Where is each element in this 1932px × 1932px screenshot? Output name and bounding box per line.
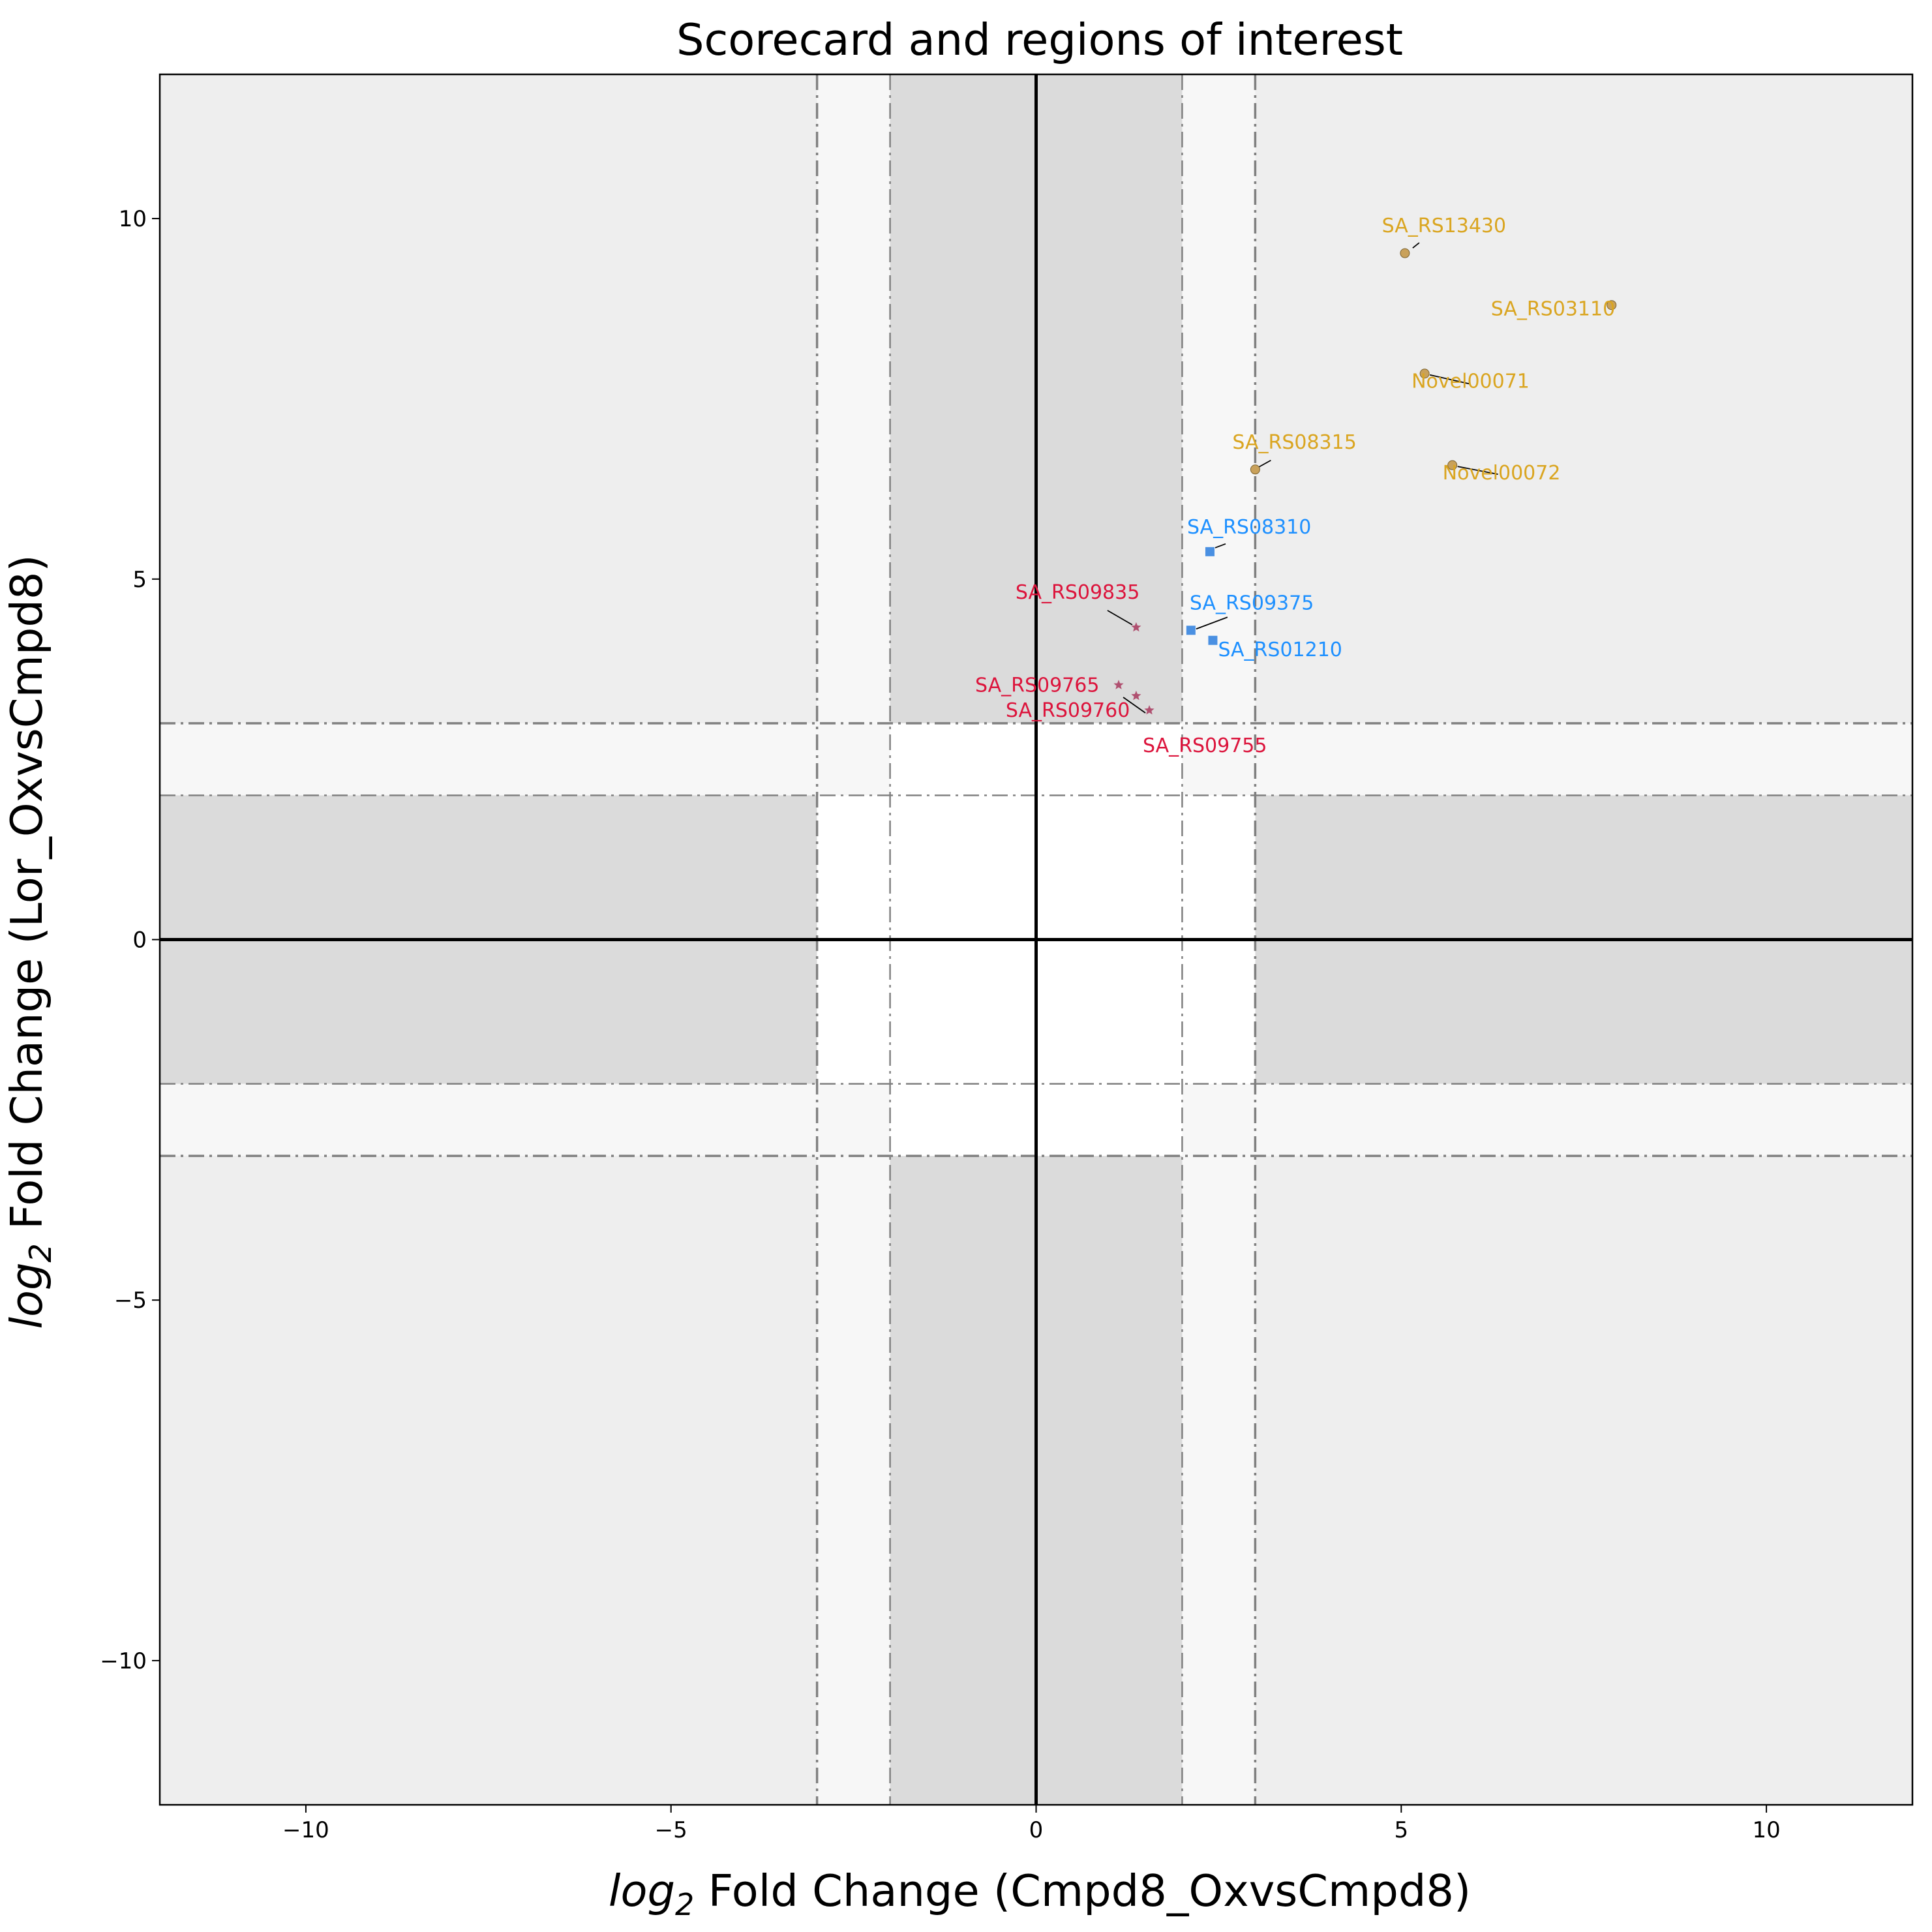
data-point-star <box>1113 680 1124 689</box>
data-point-circle <box>1419 369 1430 379</box>
x-axis-label-log: log <box>609 1865 675 1916</box>
data-point-label: Novel00072 <box>1443 462 1561 485</box>
data-point-star <box>1131 622 1141 632</box>
data-point-star <box>1131 690 1141 701</box>
y-axis-label: log2 Fold Change (Lor_OxvsCmpd8) <box>1 554 58 1329</box>
data-point-label: SA_RS13430 <box>1382 215 1506 237</box>
data-point-label: SA_RS01210 <box>1218 639 1342 661</box>
chart-title: Scorecard and regions of interest <box>676 14 1403 65</box>
data-point-star <box>1144 705 1155 715</box>
data-point-square <box>1208 635 1218 645</box>
data-point-label: Novel00071 <box>1411 370 1530 393</box>
leader-line <box>1107 610 1133 626</box>
y-tick-label: −5 <box>114 1288 147 1314</box>
leader-line <box>1215 543 1226 549</box>
leader-line <box>1457 466 1498 475</box>
data-point-label: SA_RS03110 <box>1491 298 1615 321</box>
x-axis-label: log2 Fold Change (Cmpd8_OxvsCmpd8) <box>609 1865 1471 1922</box>
x-axis-label-text: Fold Change (Cmpd8_OxvsCmpd8) <box>694 1865 1471 1916</box>
x-axis-label-subscript: 2 <box>675 1887 694 1922</box>
y-axis-label-subscript: 2 <box>23 1243 58 1262</box>
data-point-label: SA_RS09760 <box>1006 699 1130 722</box>
x-tick-label: 0 <box>1029 1817 1044 1843</box>
data-point-label: SA_RS08315 <box>1232 431 1356 454</box>
data-point-label: SA_RS08310 <box>1187 516 1311 539</box>
leader-line <box>1412 242 1420 249</box>
x-tick-label: 5 <box>1394 1817 1408 1843</box>
y-axis-label-text: Fold Change (Lor_OxvsCmpd8) <box>1 554 52 1243</box>
leader-line <box>1258 459 1271 468</box>
y-tick-label: −10 <box>100 1648 147 1674</box>
data-point-square <box>1205 547 1215 556</box>
data-point-label: SA_RS09765 <box>975 674 1099 697</box>
leader-line <box>1429 374 1471 385</box>
data-point-circle <box>1400 248 1410 258</box>
data-point-circle <box>1250 464 1260 475</box>
x-tick-label: −10 <box>282 1817 329 1843</box>
data-point-circle <box>1447 460 1458 470</box>
data-point-label: SA_RS09835 <box>1016 581 1140 604</box>
data-point-label: SA_RS09755 <box>1143 734 1267 757</box>
y-axis-label-log: log <box>1 1262 52 1329</box>
data-point-label: SA_RS09375 <box>1190 592 1314 614</box>
plot-area: SA_RS13430 SA_RS03110 Novel00071 SA_RS08315… <box>100 73 1914 1843</box>
leader-line <box>1196 616 1228 630</box>
data-point-square <box>1186 626 1196 635</box>
y-tick-label: 0 <box>132 928 147 954</box>
x-tick-label: −5 <box>655 1817 687 1843</box>
data-point-circle <box>1607 300 1617 310</box>
y-tick-label: 10 <box>119 206 147 232</box>
leader-line <box>1123 697 1146 714</box>
y-tick-label: 5 <box>132 567 147 593</box>
x-tick-label: 10 <box>1752 1817 1780 1843</box>
